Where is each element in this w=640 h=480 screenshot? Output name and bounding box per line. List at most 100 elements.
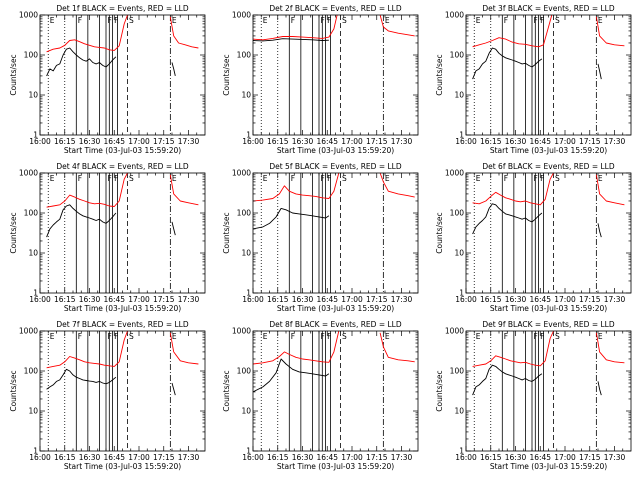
event-marker-label: S	[129, 174, 134, 183]
y-tick-label: 100	[237, 51, 252, 60]
events-series-line	[46, 47, 117, 77]
events-series-line	[472, 364, 543, 396]
y-tick-label: 100	[237, 209, 252, 218]
y-tick-label: 10	[241, 407, 251, 416]
x-tick-label: 17:00	[554, 295, 576, 304]
event-marker-label: F	[327, 332, 331, 341]
x-tick-label: 17:00	[128, 137, 150, 146]
y-tick-label: 100	[450, 51, 465, 60]
x-tick-label: 17:30	[604, 137, 626, 146]
x-tick-label: 16:00	[242, 453, 264, 462]
x-tick-label: 16:15	[267, 453, 289, 462]
lld-series-line	[472, 172, 554, 206]
event-marker-label: S	[555, 332, 560, 341]
x-tick-label: 17:15	[153, 137, 175, 146]
detector-panel: Det 1f BLACK = Events, RED = LLDEFFFSE11…	[9, 4, 206, 155]
y-tick-label: 10	[28, 91, 38, 100]
events-series-line	[171, 382, 176, 396]
lld-series-line	[595, 332, 625, 364]
x-tick-label: 17:00	[341, 137, 363, 146]
x-axis-label: Start Time (03-Jul-03 15:59:20)	[277, 304, 394, 313]
x-axis-label: Start Time (03-Jul-03 15:59:20)	[64, 304, 181, 313]
panel-title: Det 7f BLACK = Events, RED = LLD	[56, 320, 189, 329]
lld-series-line	[472, 14, 553, 48]
events-series-line	[472, 203, 543, 235]
event-marker-label: E	[172, 16, 177, 25]
events-series-line	[171, 221, 176, 236]
event-marker-label: E	[263, 332, 268, 341]
panel-title: Det 8f BLACK = Events, RED = LLD	[269, 320, 402, 329]
x-axis-label: Start Time (03-Jul-03 15:59:20)	[490, 304, 607, 313]
y-tick-label: 1	[459, 289, 464, 298]
x-tick-label: 16:30	[505, 453, 527, 462]
events-series-line	[171, 62, 176, 77]
y-tick-label: 100	[24, 367, 39, 376]
y-tick-label: 10	[28, 249, 38, 258]
x-tick-label: 16:00	[29, 453, 51, 462]
event-marker-label: F	[504, 174, 508, 183]
x-tick-label: 17:15	[579, 137, 601, 146]
x-tick-label: 16:00	[455, 453, 477, 462]
events-series-line	[472, 47, 543, 80]
y-tick-label: 1	[246, 131, 251, 140]
event-marker-label: F	[504, 332, 508, 341]
x-tick-label: 16:15	[480, 137, 502, 146]
event-marker-label: E	[385, 332, 390, 341]
event-marker-label: F	[78, 174, 82, 183]
events-series-line	[597, 63, 602, 80]
detector-panel: Det 4f BLACK = Events, RED = LLDEFFFSE11…	[9, 162, 206, 313]
x-tick-label: 16:45	[316, 453, 338, 462]
event-marker-label: E	[172, 174, 177, 183]
y-tick-label: 1	[33, 447, 38, 456]
detector-panel: Det 2f BLACK = Events, RED = LLDEFFFSE11…	[222, 4, 419, 155]
y-tick-label: 1000	[19, 11, 38, 20]
lld-series-line	[595, 16, 625, 47]
x-tick-label: 16:00	[455, 137, 477, 146]
event-marker-label: F	[114, 174, 118, 183]
y-axis-label: Counts/sec	[222, 212, 231, 253]
x-tick-label: 17:30	[178, 137, 200, 146]
x-tick-label: 16:00	[242, 137, 264, 146]
x-tick-label: 16:30	[79, 295, 101, 304]
x-tick-label: 16:15	[54, 137, 76, 146]
y-tick-label: 10	[241, 249, 251, 258]
lld-series-line	[379, 14, 415, 37]
panel-title: Det 2f BLACK = Events, RED = LLD	[269, 4, 402, 13]
event-marker-label: E	[263, 16, 268, 25]
y-tick-label: 1000	[19, 327, 38, 336]
event-marker-label: E	[50, 174, 55, 183]
events-series-line	[46, 204, 117, 238]
x-tick-label: 17:30	[604, 295, 626, 304]
event-marker-label: F	[114, 16, 118, 25]
y-tick-label: 100	[450, 367, 465, 376]
x-axis-label: Start Time (03-Jul-03 15:59:20)	[490, 146, 607, 155]
event-marker-label: F	[327, 16, 331, 25]
x-axis-label: Start Time (03-Jul-03 15:59:20)	[64, 146, 181, 155]
lld-series-line	[169, 174, 199, 206]
event-marker-label: F	[291, 332, 295, 341]
events-series-line	[252, 358, 330, 393]
event-marker-label: S	[342, 16, 347, 25]
detector-panel: Det 9f BLACK = Events, RED = LLDEFFFSE11…	[435, 320, 632, 471]
lld-series-line	[595, 174, 625, 206]
event-marker-label: E	[598, 16, 603, 25]
y-tick-label: 100	[450, 209, 465, 218]
y-tick-label: 1000	[232, 327, 251, 336]
lld-series-line	[46, 330, 128, 369]
x-tick-label: 16:45	[316, 295, 338, 304]
detector-panel: Det 3f BLACK = Events, RED = LLDEFFFSE11…	[435, 4, 632, 155]
x-tick-label: 17:15	[366, 453, 388, 462]
event-marker-label: F	[78, 16, 82, 25]
y-tick-label: 10	[454, 249, 464, 258]
event-marker-label: E	[172, 332, 177, 341]
event-marker-label: F	[291, 174, 295, 183]
event-marker-label: E	[385, 16, 390, 25]
event-marker-label: S	[555, 16, 560, 25]
y-tick-label: 10	[454, 91, 464, 100]
event-marker-label: S	[342, 174, 347, 183]
events-series-line	[597, 223, 602, 238]
event-marker-label: E	[598, 174, 603, 183]
x-tick-label: 16:30	[505, 295, 527, 304]
lld-series-line	[46, 172, 128, 208]
